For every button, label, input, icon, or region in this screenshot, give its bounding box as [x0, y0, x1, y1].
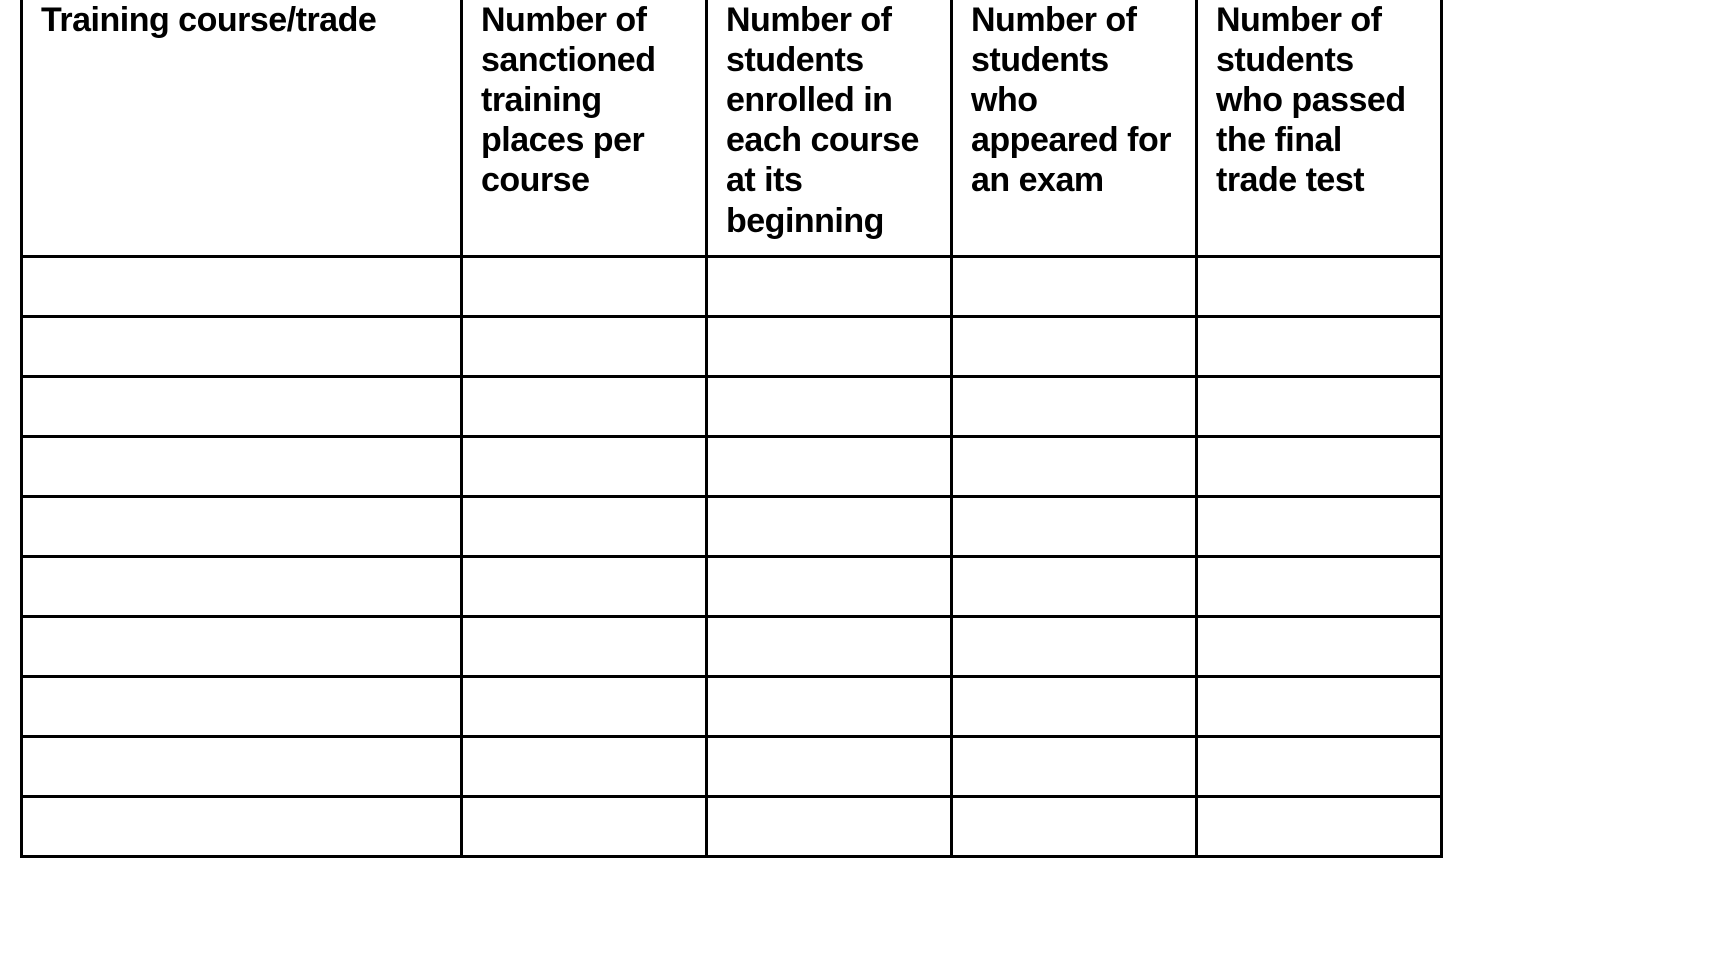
cell: [462, 736, 707, 796]
cell: [22, 616, 462, 676]
cell: [1197, 736, 1442, 796]
col-header-enrolled: Number of students enrolled in each cour…: [707, 0, 952, 256]
cell: [952, 796, 1197, 856]
table-row: [22, 736, 1442, 796]
cell: [462, 556, 707, 616]
cell: [707, 616, 952, 676]
cell: [1197, 316, 1442, 376]
table-row: [22, 556, 1442, 616]
cell: [707, 556, 952, 616]
cell: [952, 616, 1197, 676]
cell: [952, 436, 1197, 496]
table-row: [22, 436, 1442, 496]
table-row: [22, 376, 1442, 436]
table-row: [22, 316, 1442, 376]
cell: [462, 256, 707, 316]
cell: [1197, 556, 1442, 616]
cell: [462, 316, 707, 376]
cell: [22, 316, 462, 376]
table-row: [22, 676, 1442, 736]
cell: [1197, 436, 1442, 496]
cell: [1197, 496, 1442, 556]
cell: [952, 676, 1197, 736]
cell: [22, 436, 462, 496]
cell: [707, 256, 952, 316]
col-header-course: Training course/trade: [22, 0, 462, 256]
cell: [1197, 676, 1442, 736]
cell: [1197, 376, 1442, 436]
cell: [462, 616, 707, 676]
page: Training course/trade Number of sanction…: [0, 0, 1714, 969]
cell: [22, 376, 462, 436]
training-table: Training course/trade Number of sanction…: [20, 0, 1443, 858]
table-row: [22, 496, 1442, 556]
cell: [462, 436, 707, 496]
cell: [22, 736, 462, 796]
cell: [952, 496, 1197, 556]
cell: [952, 256, 1197, 316]
col-header-appeared: Number of students who appeared for an e…: [952, 0, 1197, 256]
cell: [707, 376, 952, 436]
cell: [462, 676, 707, 736]
cell: [707, 736, 952, 796]
table-row: [22, 616, 1442, 676]
cell: [1197, 256, 1442, 316]
cell: [22, 496, 462, 556]
cell: [952, 556, 1197, 616]
cell: [707, 316, 952, 376]
cell: [462, 796, 707, 856]
cell: [22, 796, 462, 856]
cell: [22, 556, 462, 616]
cell: [707, 676, 952, 736]
table-row: [22, 796, 1442, 856]
cell: [22, 676, 462, 736]
table-header-row: Training course/trade Number of sanction…: [22, 0, 1442, 256]
cell: [1197, 616, 1442, 676]
table-row: [22, 256, 1442, 316]
cell: [22, 256, 462, 316]
cell: [952, 736, 1197, 796]
cell: [952, 316, 1197, 376]
cell: [462, 496, 707, 556]
cell: [952, 376, 1197, 436]
cell: [707, 436, 952, 496]
cell: [1197, 796, 1442, 856]
col-header-passed: Number of students who passed the final …: [1197, 0, 1442, 256]
cell: [707, 496, 952, 556]
cell: [707, 796, 952, 856]
col-header-sanctioned: Number of sanctioned training places per…: [462, 0, 707, 256]
cell: [462, 376, 707, 436]
